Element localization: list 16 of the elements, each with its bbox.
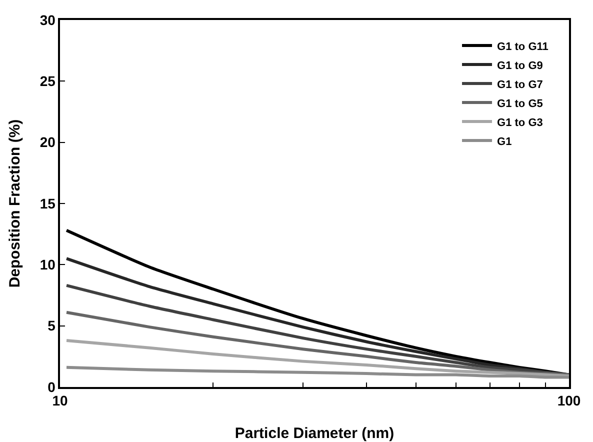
y-tick-label: 5 [48,318,56,334]
legend-label: G1 to G9 [497,60,543,72]
y-tick-label: 10 [40,256,56,273]
y-tick-label: 15 [40,195,56,212]
x-tick-label: 100 [557,392,581,409]
legend-label: G1 to G11 [497,40,548,53]
y-tick-label: 25 [40,73,56,90]
legend-label: G1 to G7 [497,78,543,91]
x-axis-title: Particle Diameter (nm) [234,425,394,442]
y-axis-title: Deposition Fraction (%) [6,119,24,288]
y-tick-label: 0 [48,378,56,395]
y-tick-label: 20 [40,134,56,150]
legend-label: G1 [497,136,512,148]
legend-label: G1 to G3 [497,116,543,129]
y-tick-label: 30 [40,12,56,28]
legend-label: G1 to G5 [497,98,543,110]
